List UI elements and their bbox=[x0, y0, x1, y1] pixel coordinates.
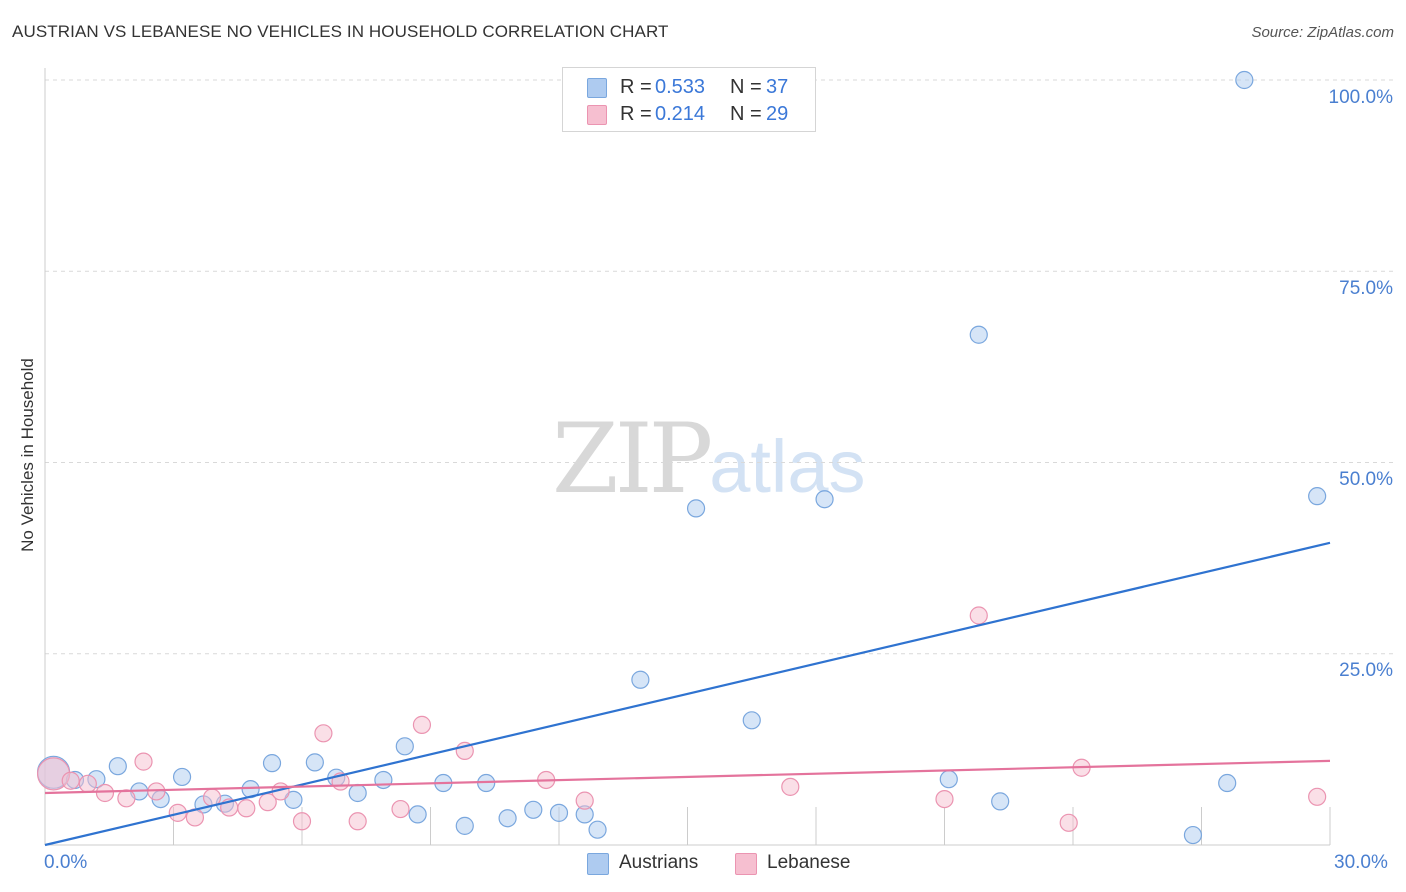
austrians-point bbox=[284, 790, 303, 809]
austrians-point bbox=[1235, 70, 1254, 90]
n-value-austrians: 37 bbox=[766, 76, 789, 98]
austrians-point bbox=[815, 490, 834, 509]
lebanese-point bbox=[117, 789, 136, 808]
r-label: R = bbox=[620, 76, 652, 98]
lebanese-point bbox=[78, 774, 97, 793]
austrians-legend-swatch bbox=[587, 853, 609, 875]
lebanese-point bbox=[95, 783, 115, 803]
lebanese-point bbox=[348, 812, 367, 831]
austrians-point bbox=[742, 711, 761, 730]
r-value-austrians: 0.533 bbox=[655, 76, 706, 98]
lebanese-point bbox=[1059, 813, 1078, 832]
austrians-point bbox=[524, 800, 543, 819]
watermark: ZIPatlas bbox=[552, 403, 866, 515]
chart-title: AUSTRIAN VS LEBANESE NO VEHICLES IN HOUS… bbox=[12, 22, 669, 41]
x-tick-label-min: 0.0% bbox=[44, 852, 88, 873]
y-tick-label-100: 100.0% bbox=[1328, 87, 1393, 108]
austrians-trend-line bbox=[44, 541, 1331, 847]
lebanese-point bbox=[935, 789, 954, 809]
austrians-point bbox=[108, 757, 127, 776]
austrians-point bbox=[172, 767, 192, 787]
y-tick-label-50: 50.0% bbox=[1339, 469, 1393, 490]
austrians-swatch bbox=[587, 78, 607, 98]
austrians-point bbox=[549, 803, 569, 822]
lebanese-point bbox=[314, 724, 333, 743]
lebanese-point bbox=[1308, 787, 1327, 806]
austrians-point bbox=[1308, 487, 1327, 506]
lebanese-trend-line bbox=[44, 759, 1331, 795]
austrians-point bbox=[969, 325, 988, 344]
austrians-legend-label: Austrians bbox=[619, 852, 699, 873]
lebanese-point bbox=[781, 777, 800, 796]
austrians-point bbox=[498, 809, 517, 828]
lebanese-point bbox=[391, 799, 410, 819]
austrians-point bbox=[305, 753, 324, 772]
austrians-point bbox=[348, 783, 367, 803]
r-value-lebanese: 0.214 bbox=[655, 103, 706, 125]
austrians-point bbox=[588, 820, 607, 839]
austrians-point bbox=[408, 805, 427, 824]
austrians-point bbox=[455, 816, 474, 835]
x-tick-label-max: 30.0% bbox=[1334, 852, 1388, 873]
y-axis-label: No Vehicles in Household bbox=[18, 358, 37, 552]
austrians-point bbox=[374, 770, 393, 790]
lebanese-point bbox=[969, 606, 988, 625]
n-label: N = bbox=[730, 76, 762, 98]
austrians-point bbox=[631, 670, 650, 689]
austrians-point bbox=[686, 499, 706, 518]
y-tick-label-75: 75.0% bbox=[1339, 278, 1393, 299]
n-value-lebanese: 29 bbox=[766, 103, 789, 125]
lebanese-point bbox=[134, 752, 153, 771]
lebanese-point bbox=[412, 715, 432, 734]
watermark-atlas: atlas bbox=[709, 425, 866, 508]
austrians-point bbox=[395, 737, 414, 756]
watermark-zip: ZIP bbox=[552, 403, 713, 515]
r-label: R = bbox=[620, 103, 652, 125]
source-credit: Source: ZipAtlas.com bbox=[1251, 24, 1394, 41]
lebanese-point bbox=[575, 791, 594, 810]
lebanese-point bbox=[147, 782, 166, 801]
lebanese-swatch bbox=[587, 105, 607, 125]
y-tick-label-25: 25.0% bbox=[1339, 660, 1393, 681]
n-label: N = bbox=[730, 103, 762, 125]
lebanese-point bbox=[237, 799, 256, 818]
austrians-point bbox=[939, 770, 958, 789]
correlation-legend: R = 0.533 N = 37 R = 0.214 N = 29 bbox=[562, 67, 816, 132]
austrians-point bbox=[1183, 825, 1203, 845]
austrians-point bbox=[1218, 773, 1237, 793]
lebanese-point bbox=[61, 771, 80, 790]
austrians-point bbox=[991, 792, 1010, 811]
lebanese-point bbox=[292, 812, 312, 831]
austrians-point bbox=[262, 754, 282, 773]
lebanese-legend-swatch bbox=[735, 853, 757, 875]
series-legend: Austrians Lebanese bbox=[0, 852, 1406, 878]
lebanese-legend-label: Lebanese bbox=[767, 852, 851, 873]
